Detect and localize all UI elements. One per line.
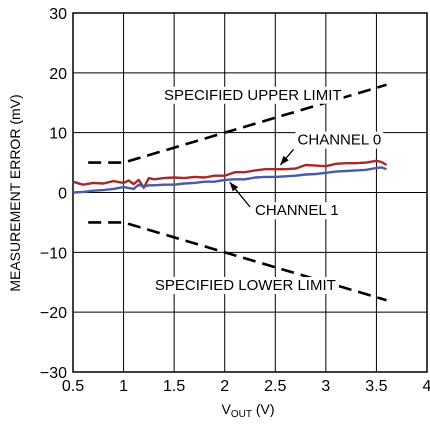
annotation-label: CHANNEL 1 <box>255 202 339 219</box>
annotation-label: SPECIFIED UPPER LIMIT <box>164 87 342 104</box>
x-tick-label: 2 <box>220 378 229 395</box>
y-tick-label: −10 <box>40 245 67 262</box>
annotation-label: CHANNEL 0 <box>298 132 382 149</box>
x-tick-label: 1 <box>119 378 128 395</box>
y-tick-label: −30 <box>40 365 67 382</box>
x-axis-label-unit: (V) <box>252 401 275 417</box>
series-lines <box>72 83 388 302</box>
x-tick-label: 4 <box>423 378 430 395</box>
x-tick-label: 3 <box>321 378 330 395</box>
annotation-arrowhead <box>229 182 239 192</box>
y-tick-label: 20 <box>49 66 67 83</box>
x-tick-label: 2.5 <box>264 378 286 395</box>
y-axis-label: MEASUREMENT ERROR (mV) <box>7 94 23 291</box>
y-tick-label: 10 <box>49 126 67 143</box>
annotation-background <box>253 202 341 220</box>
annotations: SPECIFIED UPPER LIMIT CHANNEL 0 CHANNEL 1 S… <box>152 86 384 295</box>
series-channel-1 <box>72 166 387 194</box>
x-axis-label-main: V <box>221 401 231 417</box>
y-tick-label: 0 <box>58 186 67 203</box>
annotation-arrowhead <box>280 155 289 165</box>
y-tick-label: 30 <box>49 6 67 23</box>
x-tick-label: 0.5 <box>62 378 84 395</box>
annotation-background <box>162 86 344 104</box>
annotation-label: SPECIFIED LOWER LIMIT <box>155 277 336 294</box>
series-specified-upper-limit <box>88 83 387 164</box>
y-tick-label: −20 <box>40 305 67 322</box>
series-channel-0 <box>72 159 388 189</box>
series-specified-lower-limit <box>88 221 387 302</box>
annotation-background <box>295 131 384 149</box>
plot-grid <box>72 12 428 373</box>
tick-labels: 0.5 1 1.5 2 2.5 3 3.5 4 30 20 10 0 −10 −20 −30 <box>40 6 430 395</box>
x-axis-label: VOUT (V) <box>221 401 274 420</box>
annotation-background <box>152 277 338 295</box>
x-axis-label-sub: OUT <box>231 409 252 420</box>
x-tick-label: 3.5 <box>365 378 387 395</box>
x-tick-label: 1.5 <box>163 378 185 395</box>
